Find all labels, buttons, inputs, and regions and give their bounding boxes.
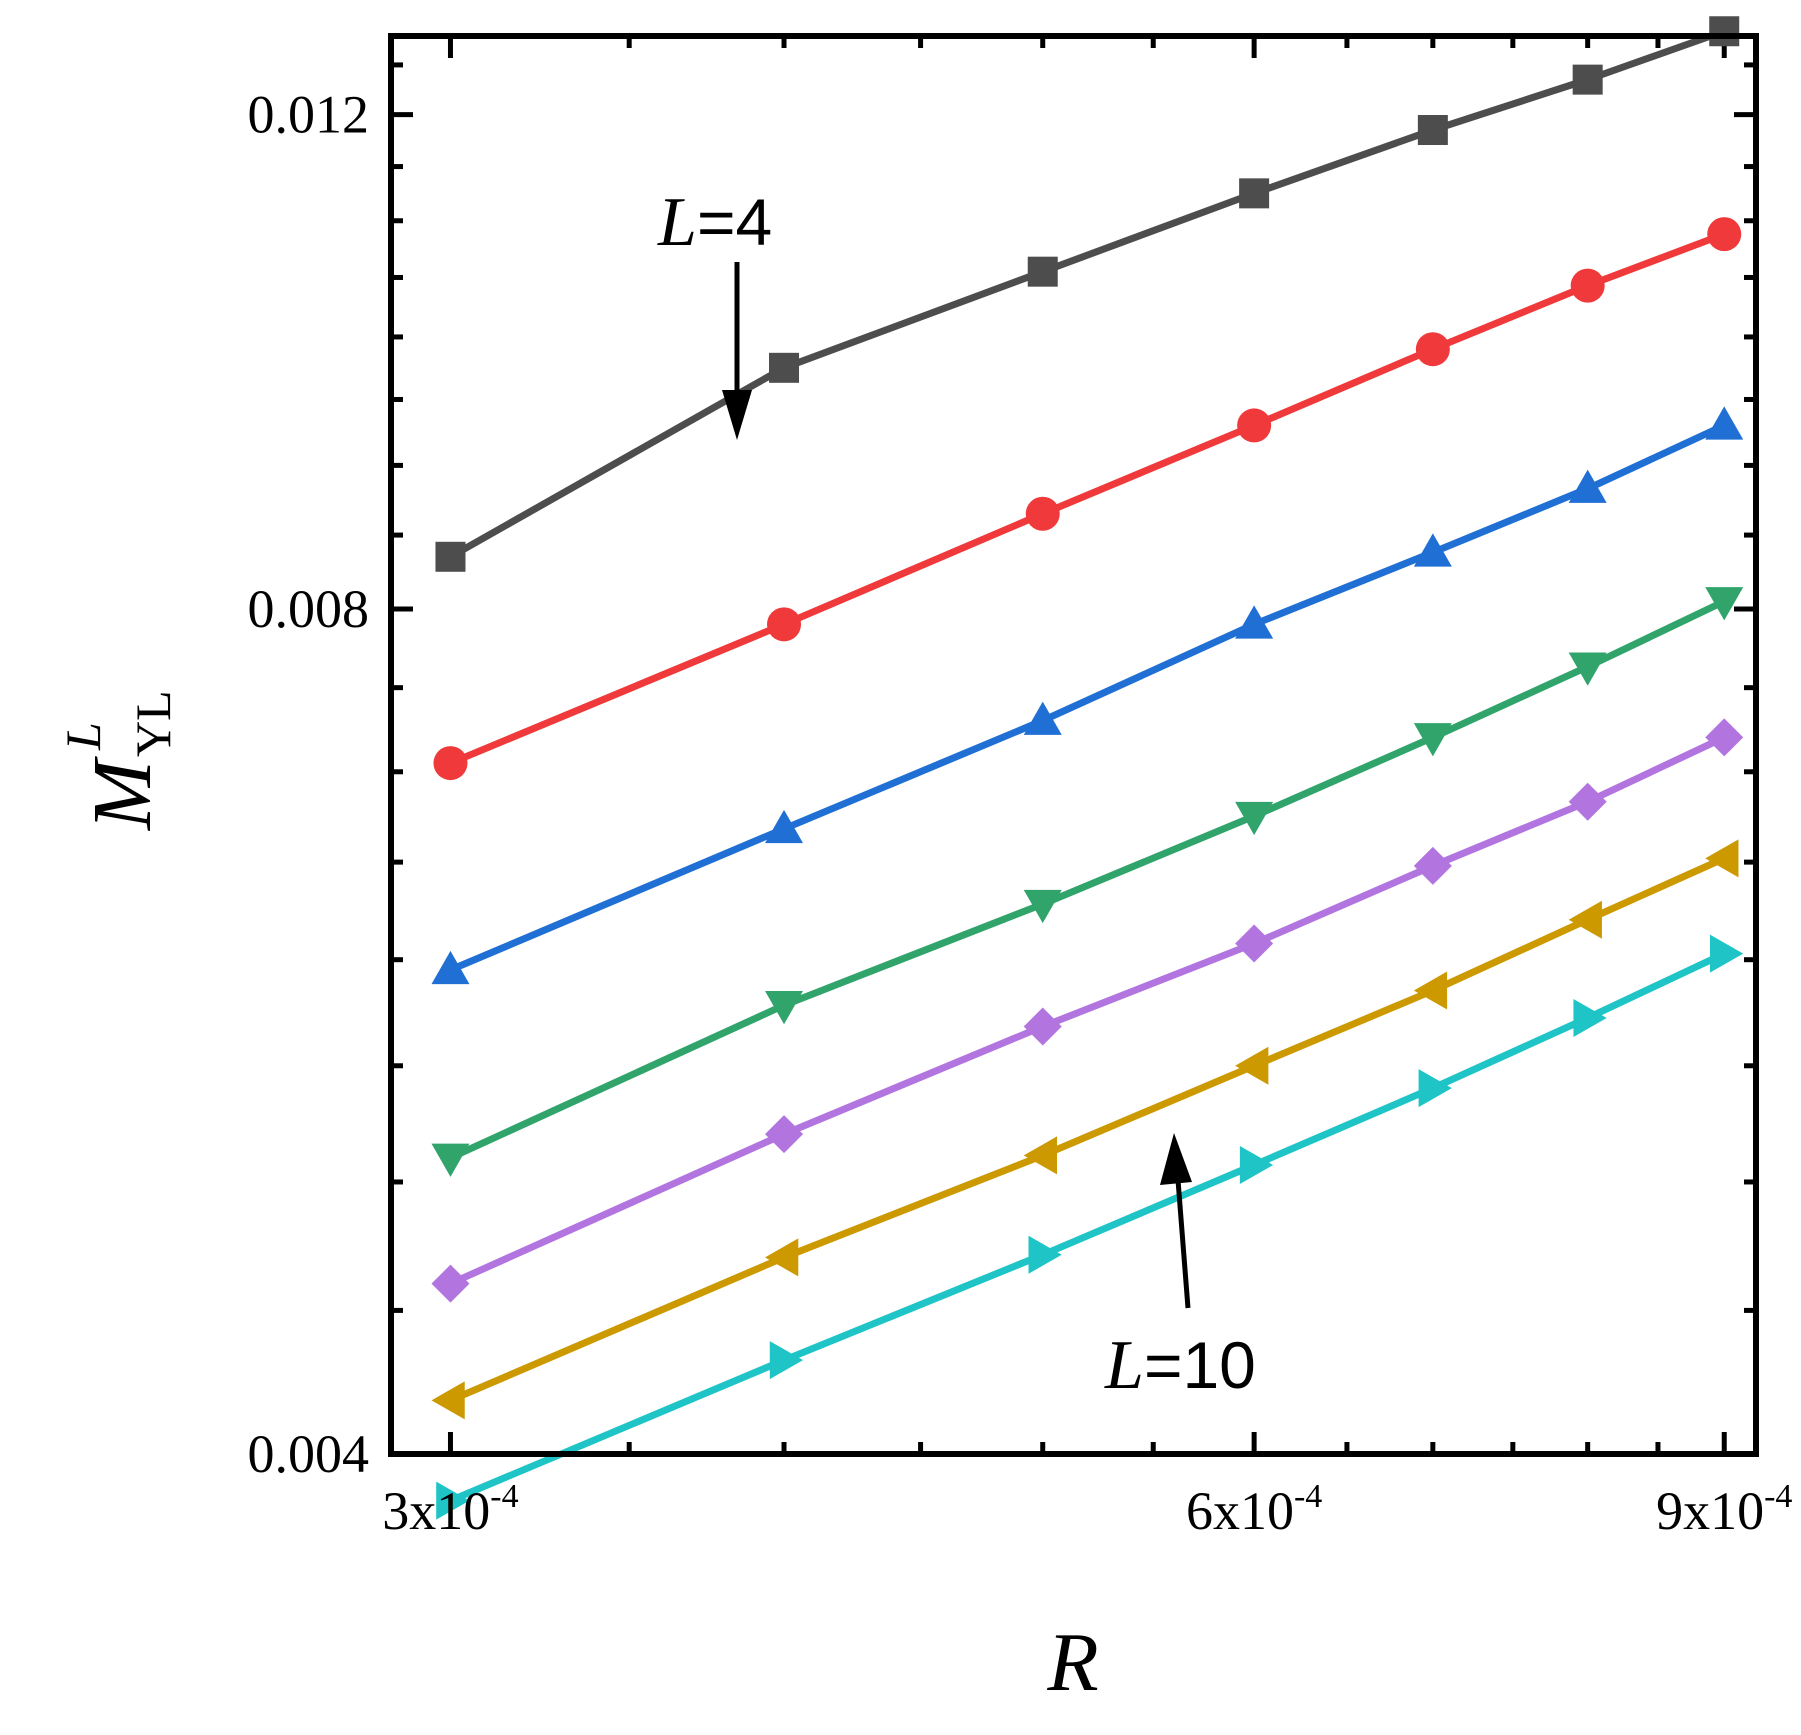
data-point-marker (436, 1481, 470, 1520)
x-tick-exponent: -4 (490, 1478, 518, 1515)
annotation-l10-label: L=10 (1104, 1327, 1256, 1404)
x-tick-exponent: -4 (1294, 1478, 1322, 1515)
annotation-l10-arrow-head (1160, 1133, 1192, 1185)
x-axis-label: R (1046, 1616, 1098, 1709)
annotation-l4-arrow-head (722, 390, 752, 440)
data-point-marker (1023, 1136, 1057, 1175)
series-l-4 (435, 16, 1740, 572)
data-point-marker (431, 1264, 470, 1303)
x-tick-mantissa: 9x10 (1656, 1481, 1764, 1541)
data-point-marker (1570, 268, 1605, 303)
data-point-marker (1023, 701, 1062, 735)
series-l-6 (431, 406, 1744, 985)
data-point-marker (765, 1115, 804, 1154)
data-point-marker (1709, 16, 1740, 47)
data-point-marker (435, 541, 466, 572)
x-tick-exponent: -4 (1764, 1478, 1792, 1515)
series-l-10 (436, 934, 1744, 1520)
y-axis-label-base: M (76, 756, 169, 831)
x-tick-mantissa: 6x10 (1186, 1481, 1294, 1541)
data-point-marker (1413, 971, 1448, 1010)
data-point-marker (1239, 178, 1270, 209)
annotation-l10-arrow-shaft (1175, 1179, 1191, 1309)
data-point-marker (1568, 652, 1607, 686)
data-point-marker (1413, 846, 1452, 885)
data-point-marker (1235, 801, 1274, 836)
y-tick-label: 0.004 (248, 1424, 370, 1484)
annotation-l4-italic: L (657, 184, 697, 261)
data-point-marker (1573, 998, 1607, 1037)
data-point-marker (1572, 64, 1603, 95)
series-l-8 (431, 718, 1744, 1303)
data-point-marker (1705, 587, 1744, 621)
annotation-l10-rest: =10 (1144, 1328, 1256, 1402)
data-point-marker (1707, 217, 1742, 252)
data-point-marker (1418, 1069, 1452, 1108)
data-point-marker (769, 1341, 804, 1380)
series-l-7 (431, 587, 1744, 1177)
data-point-marker (1415, 332, 1450, 367)
annotation-l10: L=10 (1104, 1133, 1256, 1404)
data-point-marker (1413, 533, 1452, 567)
data-point-marker (1568, 782, 1607, 821)
data-point-marker (1705, 839, 1739, 878)
data-point-marker (1235, 605, 1274, 639)
data-point-marker (767, 607, 802, 642)
data-point-marker (1705, 718, 1744, 757)
data-point-marker (765, 1238, 799, 1277)
data-point-marker (433, 746, 468, 781)
data-point-marker (765, 990, 804, 1025)
data-point-marker (1023, 889, 1062, 924)
data-point-marker (1025, 496, 1060, 531)
data-point-marker (769, 352, 800, 383)
data-point-marker (1027, 256, 1058, 287)
data-point-marker (431, 950, 470, 985)
data-point-marker (1237, 408, 1272, 443)
data-point-marker (431, 1143, 470, 1177)
series-l-9 (431, 839, 1739, 1420)
data-point-marker (1568, 469, 1607, 503)
data-point-marker (1568, 900, 1602, 939)
data-point-marker (1028, 1235, 1062, 1274)
series-layer (431, 16, 1744, 1520)
x-tick-mantissa: 3x10 (382, 1481, 490, 1541)
y-axis-label-superscript: L (55, 722, 111, 751)
data-point-marker (1235, 1046, 1269, 1085)
annotation-l4: L=4 (657, 184, 772, 440)
plot-frame (388, 33, 1759, 1457)
y-axis-label-subscript: YL (125, 690, 181, 757)
x-tick-label: 3x10-4 (382, 1478, 518, 1541)
data-point-marker (1417, 115, 1448, 146)
data-point-marker (1239, 1146, 1274, 1185)
data-point-marker (1235, 924, 1274, 963)
data-point-marker (765, 809, 804, 844)
x-tick-label: 6x10-4 (1186, 1478, 1322, 1541)
annotation-l10-italic: L (1104, 1327, 1144, 1404)
data-point-marker (1705, 406, 1744, 440)
data-point-marker (1709, 934, 1744, 973)
data-point-marker (1023, 1007, 1062, 1046)
y-tick-label: 0.012 (248, 85, 370, 145)
y-axis-label: M YL L (55, 690, 181, 831)
annotation-l4-rest: =4 (697, 185, 772, 259)
data-point-marker (1413, 723, 1452, 757)
x-tick-label: 9x10-4 (1656, 1478, 1792, 1541)
y-tick-label: 0.008 (248, 579, 370, 639)
data-point-marker (431, 1381, 465, 1420)
annotation-l4-label: L=4 (657, 184, 772, 261)
series-l-5 (433, 217, 1742, 781)
